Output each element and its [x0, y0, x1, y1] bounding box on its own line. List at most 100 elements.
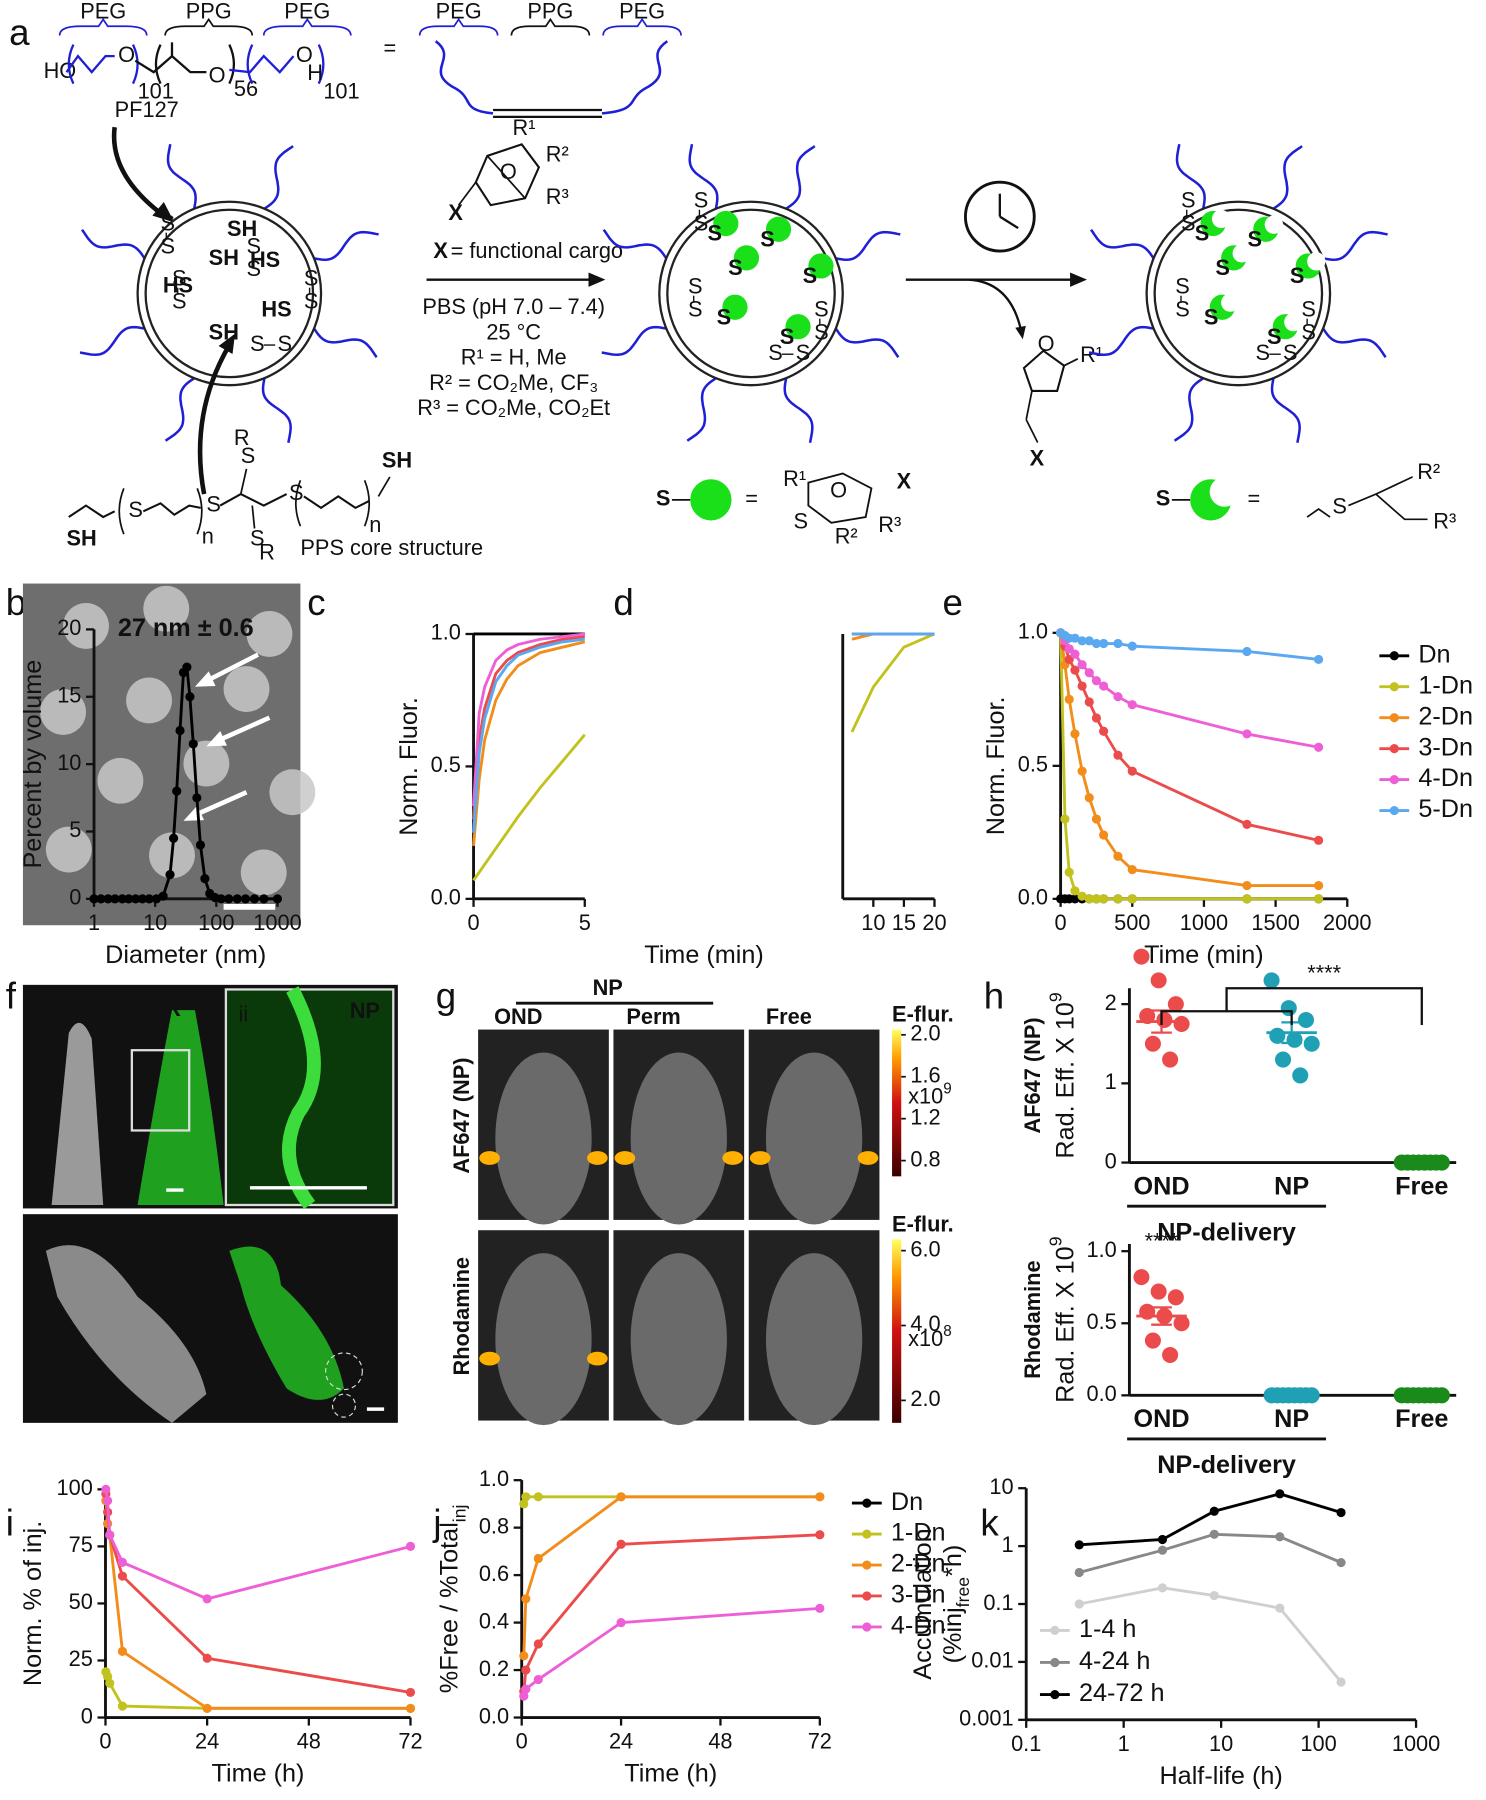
data-point	[1070, 665, 1080, 675]
colorbar-tick-label: 6.0	[910, 1236, 940, 1261]
y-axis-label: Norm. Fluor.	[395, 697, 423, 836]
peg-chain	[166, 143, 197, 209]
mouse	[630, 1253, 727, 1426]
data-point	[1314, 835, 1324, 845]
sulfur: S	[1301, 319, 1316, 344]
column-label: Perm	[626, 1004, 680, 1029]
label-part: Rad. Eff. X 10	[1051, 1002, 1079, 1159]
sulfur: S	[250, 331, 265, 356]
data-point	[1162, 1346, 1179, 1363]
data-point	[1084, 636, 1094, 646]
data-point	[1139, 1007, 1156, 1025]
vinyl-sulfide	[1348, 493, 1428, 521]
y-tick-label: 0.5	[1087, 1309, 1117, 1334]
y-tick-label: 0.0	[431, 885, 461, 910]
condition: R² = CO₂Me, CF₃	[429, 370, 598, 395]
cargo: X	[1030, 445, 1045, 470]
data-point	[1209, 1506, 1219, 1516]
data-point	[1084, 697, 1094, 707]
data-point	[519, 1499, 529, 1509]
sulfur: S	[694, 187, 709, 212]
image-label: BF	[69, 996, 98, 1021]
data-point	[1150, 1283, 1167, 1300]
series-line	[472, 733, 586, 882]
data-point	[1242, 894, 1252, 904]
y-tick-label: 0.0	[1087, 1381, 1117, 1406]
adduct-bite	[1211, 209, 1231, 229]
data-point	[533, 1553, 543, 1564]
arrow	[111, 126, 162, 215]
cargo: X	[897, 468, 912, 493]
data-point	[1314, 654, 1324, 665]
adduct-bite	[1221, 293, 1240, 312]
sulfur: S	[803, 263, 818, 288]
legend-marker	[1389, 651, 1399, 661]
label-part: 9	[1045, 1236, 1065, 1246]
arrow	[216, 715, 271, 743]
thiol: SH	[227, 216, 257, 241]
data-point	[1133, 1269, 1150, 1286]
x-tick-label: 24	[195, 1729, 219, 1754]
data-point	[175, 725, 185, 736]
data-point	[1113, 851, 1123, 861]
colorbar	[892, 1239, 902, 1423]
sulfur: S	[250, 526, 265, 551]
data-point	[158, 891, 168, 901]
paren	[246, 44, 325, 85]
paren	[294, 480, 371, 527]
tissue-nir	[137, 1010, 224, 1205]
signal	[587, 1351, 608, 1366]
peg-chain	[1088, 325, 1154, 357]
tissue-nir	[229, 1246, 344, 1400]
data-point	[103, 1496, 113, 1506]
data-point	[1275, 1051, 1292, 1068]
panel-letter: h	[984, 975, 1004, 1016]
data-point	[521, 1594, 531, 1604]
data-point	[101, 1484, 111, 1494]
arrow	[205, 652, 260, 684]
sulfur: S	[1175, 273, 1190, 298]
formula-text: O	[118, 42, 135, 67]
data-point	[533, 1674, 543, 1685]
condition: R¹ = H, Me	[461, 345, 567, 370]
node-outline	[331, 1393, 357, 1418]
tissue-bf	[51, 1022, 104, 1205]
colorbar-title: E-flur.	[892, 1211, 954, 1236]
y-tick-label: 2	[1105, 990, 1117, 1015]
data-point	[1091, 814, 1102, 824]
arrow-head	[1015, 325, 1026, 340]
data-point	[144, 894, 154, 904]
significance-bracket	[1225, 987, 1423, 1025]
adduct	[808, 253, 834, 279]
y-axis-label: Norm. % of inj.	[19, 1521, 47, 1686]
data-point	[172, 786, 182, 796]
group-label: NP	[593, 975, 623, 1000]
data-point	[815, 1492, 825, 1502]
data-point	[616, 1539, 626, 1549]
series-line	[1078, 1532, 1342, 1574]
data-point	[521, 1665, 531, 1675]
data-point	[1077, 891, 1087, 901]
condition: PBS (pH 7.0 – 7.4)	[422, 294, 605, 319]
sulfur: S	[172, 288, 187, 313]
x-tick-label: OND	[1133, 1172, 1189, 1200]
label-part: free	[953, 1577, 973, 1608]
sulfur: S	[304, 288, 319, 313]
legend-marker	[1389, 744, 1399, 754]
group-label: NP-delivery	[1157, 1218, 1296, 1246]
image-label: iii	[40, 1223, 55, 1248]
sulfur: S	[304, 265, 319, 290]
peg-chain	[1089, 228, 1155, 260]
structure-label: PPS core structure	[300, 535, 483, 560]
data-point	[519, 1691, 529, 1701]
arrow-head	[206, 731, 228, 747]
formula-text: 56	[234, 76, 258, 101]
data-point	[1156, 1011, 1173, 1029]
x-axis-label: Time (min)	[644, 941, 764, 969]
data-point	[1269, 1027, 1286, 1044]
series-line	[522, 1606, 820, 1697]
data-point	[117, 1557, 128, 1567]
y-tick-label: 0.5	[1018, 752, 1048, 777]
x-tick-label: 1500	[1251, 910, 1299, 935]
legend-label: 4-Dn	[1418, 764, 1473, 792]
